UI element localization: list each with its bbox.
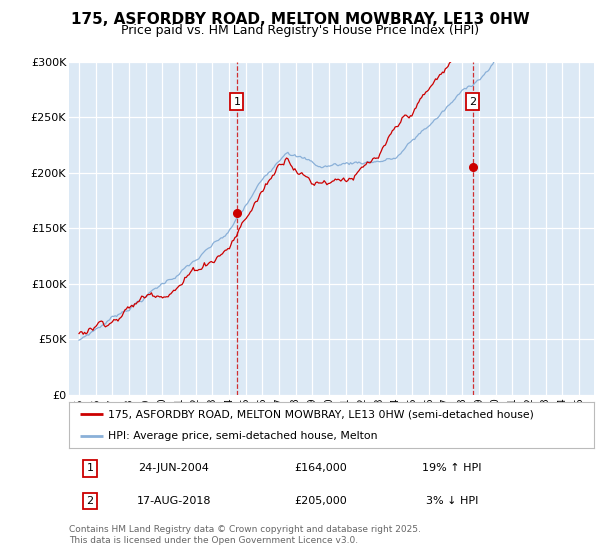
Text: 1: 1 [233, 96, 241, 106]
Text: 17-AUG-2018: 17-AUG-2018 [137, 496, 211, 506]
Text: £164,000: £164,000 [295, 464, 347, 473]
Text: 3% ↓ HPI: 3% ↓ HPI [426, 496, 478, 506]
Text: Price paid vs. HM Land Registry's House Price Index (HPI): Price paid vs. HM Land Registry's House … [121, 24, 479, 37]
Text: 175, ASFORDBY ROAD, MELTON MOWBRAY, LE13 0HW: 175, ASFORDBY ROAD, MELTON MOWBRAY, LE13… [71, 12, 529, 27]
Text: 24-JUN-2004: 24-JUN-2004 [139, 464, 209, 473]
Text: HPI: Average price, semi-detached house, Melton: HPI: Average price, semi-detached house,… [109, 431, 378, 441]
Text: 2: 2 [86, 496, 94, 506]
Text: 1: 1 [86, 464, 94, 473]
Text: 2: 2 [469, 96, 476, 106]
Text: £205,000: £205,000 [295, 496, 347, 506]
Text: Contains HM Land Registry data © Crown copyright and database right 2025.
This d: Contains HM Land Registry data © Crown c… [69, 525, 421, 545]
Text: 19% ↑ HPI: 19% ↑ HPI [422, 464, 482, 473]
Text: 175, ASFORDBY ROAD, MELTON MOWBRAY, LE13 0HW (semi-detached house): 175, ASFORDBY ROAD, MELTON MOWBRAY, LE13… [109, 409, 534, 419]
